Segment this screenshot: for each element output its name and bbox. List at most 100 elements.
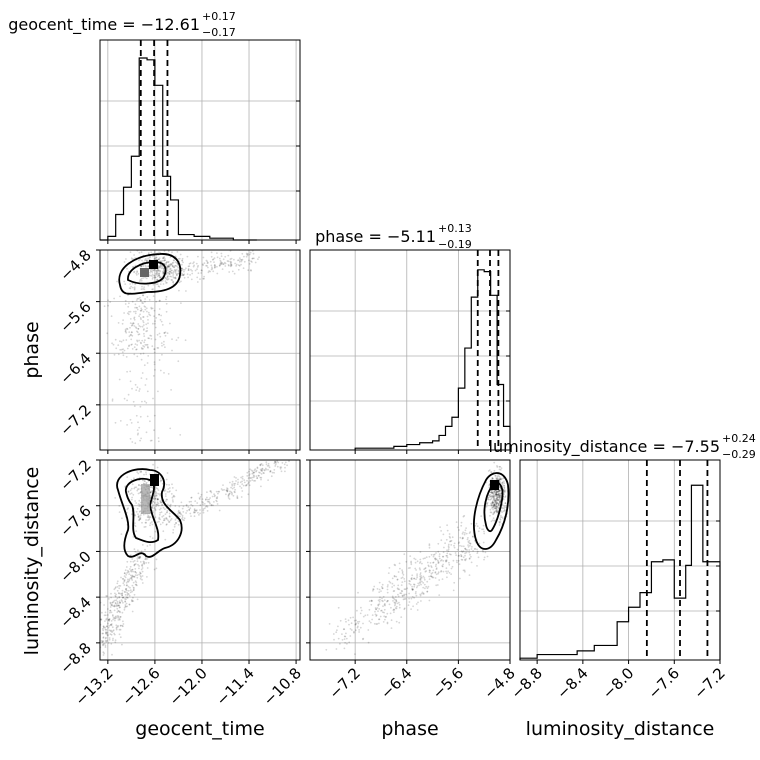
scatter-geocent-time-luminosity-distance-point — [259, 464, 261, 466]
scatter-geocent-time-phase-point — [206, 265, 209, 267]
scatter-geocent-time-luminosity-distance-point — [125, 596, 128, 599]
scatter-phase-luminosity-distance-point — [415, 578, 417, 581]
scatter-geocent-time-luminosity-distance-point — [128, 603, 131, 606]
scatter-geocent-time-phase-point — [140, 308, 143, 311]
scatter-geocent-time-luminosity-distance-point — [125, 566, 128, 568]
scatter-geocent-time-phase-point — [144, 300, 146, 303]
scatter-geocent-time-phase-point — [155, 256, 158, 259]
scatter-phase-luminosity-distance-point — [378, 588, 381, 591]
scatter-geocent-time-luminosity-distance-point — [115, 615, 117, 618]
scatter-geocent-time-luminosity-distance-point — [113, 633, 116, 636]
scatter-geocent-time-phase-point — [131, 324, 134, 327]
scatter-geocent-time-luminosity-distance-density — [116, 468, 183, 558]
scatter-phase-luminosity-distance-point — [460, 555, 463, 558]
scatter-geocent-time-luminosity-distance-point — [223, 488, 226, 491]
scatter-phase-luminosity-distance-point — [422, 593, 425, 595]
scatter-phase-luminosity-distance-point — [394, 607, 397, 609]
scatter-geocent-time-luminosity-distance-point — [114, 599, 116, 602]
scatter-geocent-time-luminosity-distance-point — [132, 588, 135, 591]
scatter-geocent-time-phase-point — [171, 349, 173, 352]
scatter-geocent-time-luminosity-distance-point — [128, 573, 131, 575]
scatter-geocent-time-luminosity-distance-point — [245, 484, 248, 487]
scatter-phase-luminosity-distance-point — [403, 580, 406, 583]
scatter-geocent-time-phase-yticklabel-2: −5.6 — [56, 298, 94, 336]
scatter-phase-luminosity-distance-point — [450, 539, 453, 542]
scatter-phase-luminosity-distance-point — [354, 653, 356, 655]
scatter-geocent-time-luminosity-distance-point — [164, 495, 167, 497]
scatter-phase-luminosity-distance-point — [504, 489, 507, 492]
scatter-phase-luminosity-distance-point — [499, 492, 502, 495]
scatter-geocent-time-luminosity-distance-point — [235, 480, 237, 482]
scatter-geocent-time-luminosity-distance-point — [141, 544, 144, 546]
scatter-geocent-time-luminosity-distance-point — [221, 489, 224, 491]
scatter-geocent-time-luminosity-distance-point — [152, 463, 155, 466]
scatter-geocent-time-luminosity-distance-point — [120, 533, 123, 535]
scatter-phase-luminosity-distance-point — [452, 559, 455, 562]
scatter-geocent-time-phase-point — [243, 255, 245, 258]
scatter-phase-luminosity-distance-point — [397, 593, 399, 596]
scatter-geocent-time-luminosity-distance-point — [141, 563, 144, 566]
scatter-geocent-time-phase-point — [163, 259, 166, 262]
scatter-geocent-time-phase-point — [166, 275, 169, 278]
scatter-phase-luminosity-distance-point — [497, 494, 500, 496]
scatter-geocent-time-luminosity-distance-point — [105, 625, 108, 628]
scatter-phase-luminosity-distance-point — [462, 556, 465, 559]
scatter-phase-luminosity-distance-point — [428, 578, 431, 580]
scatter-geocent-time-phase-point — [134, 283, 137, 286]
scatter-geocent-time-luminosity-distance-point — [226, 487, 228, 489]
scatter-geocent-time-phase-point — [162, 283, 165, 285]
scatter-phase-luminosity-distance-point — [428, 543, 431, 546]
scatter-geocent-time-phase-point — [139, 405, 142, 408]
scatter-geocent-time-luminosity-distance-point — [181, 516, 184, 519]
scatter-phase-luminosity-distance-point — [476, 525, 479, 528]
scatter-phase-luminosity-distance-point — [348, 641, 351, 644]
scatter-phase-luminosity-distance-point — [379, 615, 382, 618]
scatter-geocent-time-luminosity-distance-point — [147, 561, 150, 564]
scatter-geocent-time-phase-point — [162, 257, 165, 260]
scatter-phase-luminosity-distance-point — [496, 496, 498, 499]
scatter-phase-luminosity-distance-point — [464, 547, 466, 550]
scatter-phase-luminosity-distance-point — [445, 538, 448, 541]
scatter-geocent-time-luminosity-distance-point — [130, 570, 133, 573]
scatter-geocent-time-luminosity-distance-point — [96, 606, 98, 608]
scatter-geocent-time-luminosity-distance-point — [118, 628, 121, 631]
scatter-phase-luminosity-distance-point — [468, 557, 471, 560]
scatter-phase-luminosity-distance-point — [345, 637, 348, 640]
scatter-phase-luminosity-distance-point — [490, 520, 493, 523]
scatter-geocent-time-phase-point — [168, 272, 170, 275]
scatter-geocent-time-luminosity-distance-point — [102, 629, 105, 632]
scatter-phase-luminosity-distance-point — [498, 494, 501, 497]
scatter-phase-luminosity-distance-point — [441, 578, 444, 580]
scatter-geocent-time-phase-point — [156, 283, 159, 285]
scatter-geocent-time-luminosity-distance-point — [121, 592, 124, 595]
scatter-phase-luminosity-distance-point — [499, 465, 502, 468]
scatter-geocent-time-luminosity-distance-point — [208, 501, 211, 504]
scatter-geocent-time-luminosity-distance-point — [265, 461, 268, 464]
scatter-geocent-time-luminosity-distance-point — [269, 470, 272, 472]
scatter-geocent-time-luminosity-distance-point — [124, 601, 127, 603]
scatter-geocent-time-luminosity-distance-point — [119, 585, 122, 587]
scatter-geocent-time-luminosity-distance-point — [130, 498, 133, 501]
scatter-phase-luminosity-distance-point — [423, 578, 426, 581]
scatter-geocent-time-luminosity-distance-point — [247, 493, 250, 496]
scatter-phase-luminosity-distance-point — [489, 495, 492, 498]
scatter-phase-luminosity-distance-point — [435, 567, 438, 569]
scatter-phase-luminosity-distance-point — [493, 505, 495, 507]
scatter-geocent-time-luminosity-distance-point — [136, 556, 139, 558]
scatter-geocent-time-phase-point — [132, 400, 135, 403]
scatter-phase-luminosity-distance-point — [408, 597, 410, 600]
scatter-geocent-time-phase-point — [174, 277, 177, 279]
scatter-geocent-time-phase-point — [155, 273, 157, 275]
scatter-geocent-time-phase-point — [220, 252, 223, 255]
scatter-phase-luminosity-distance-point — [496, 511, 499, 514]
scatter-geocent-time-phase-point — [135, 348, 138, 351]
scatter-geocent-time-phase-point — [146, 390, 149, 393]
scatter-phase-luminosity-distance-point — [369, 621, 372, 624]
scatter-geocent-time-luminosity-distance-point — [248, 470, 250, 473]
scatter-geocent-time-luminosity-distance-point — [106, 639, 108, 642]
scatter-phase-luminosity-distance-point — [460, 555, 463, 557]
scatter-geocent-time-phase-point — [167, 271, 170, 274]
scatter-geocent-time-luminosity-distance-point — [89, 635, 91, 637]
scatter-geocent-time-phase-point — [126, 424, 128, 426]
scatter-geocent-time-phase-point — [160, 342, 163, 344]
